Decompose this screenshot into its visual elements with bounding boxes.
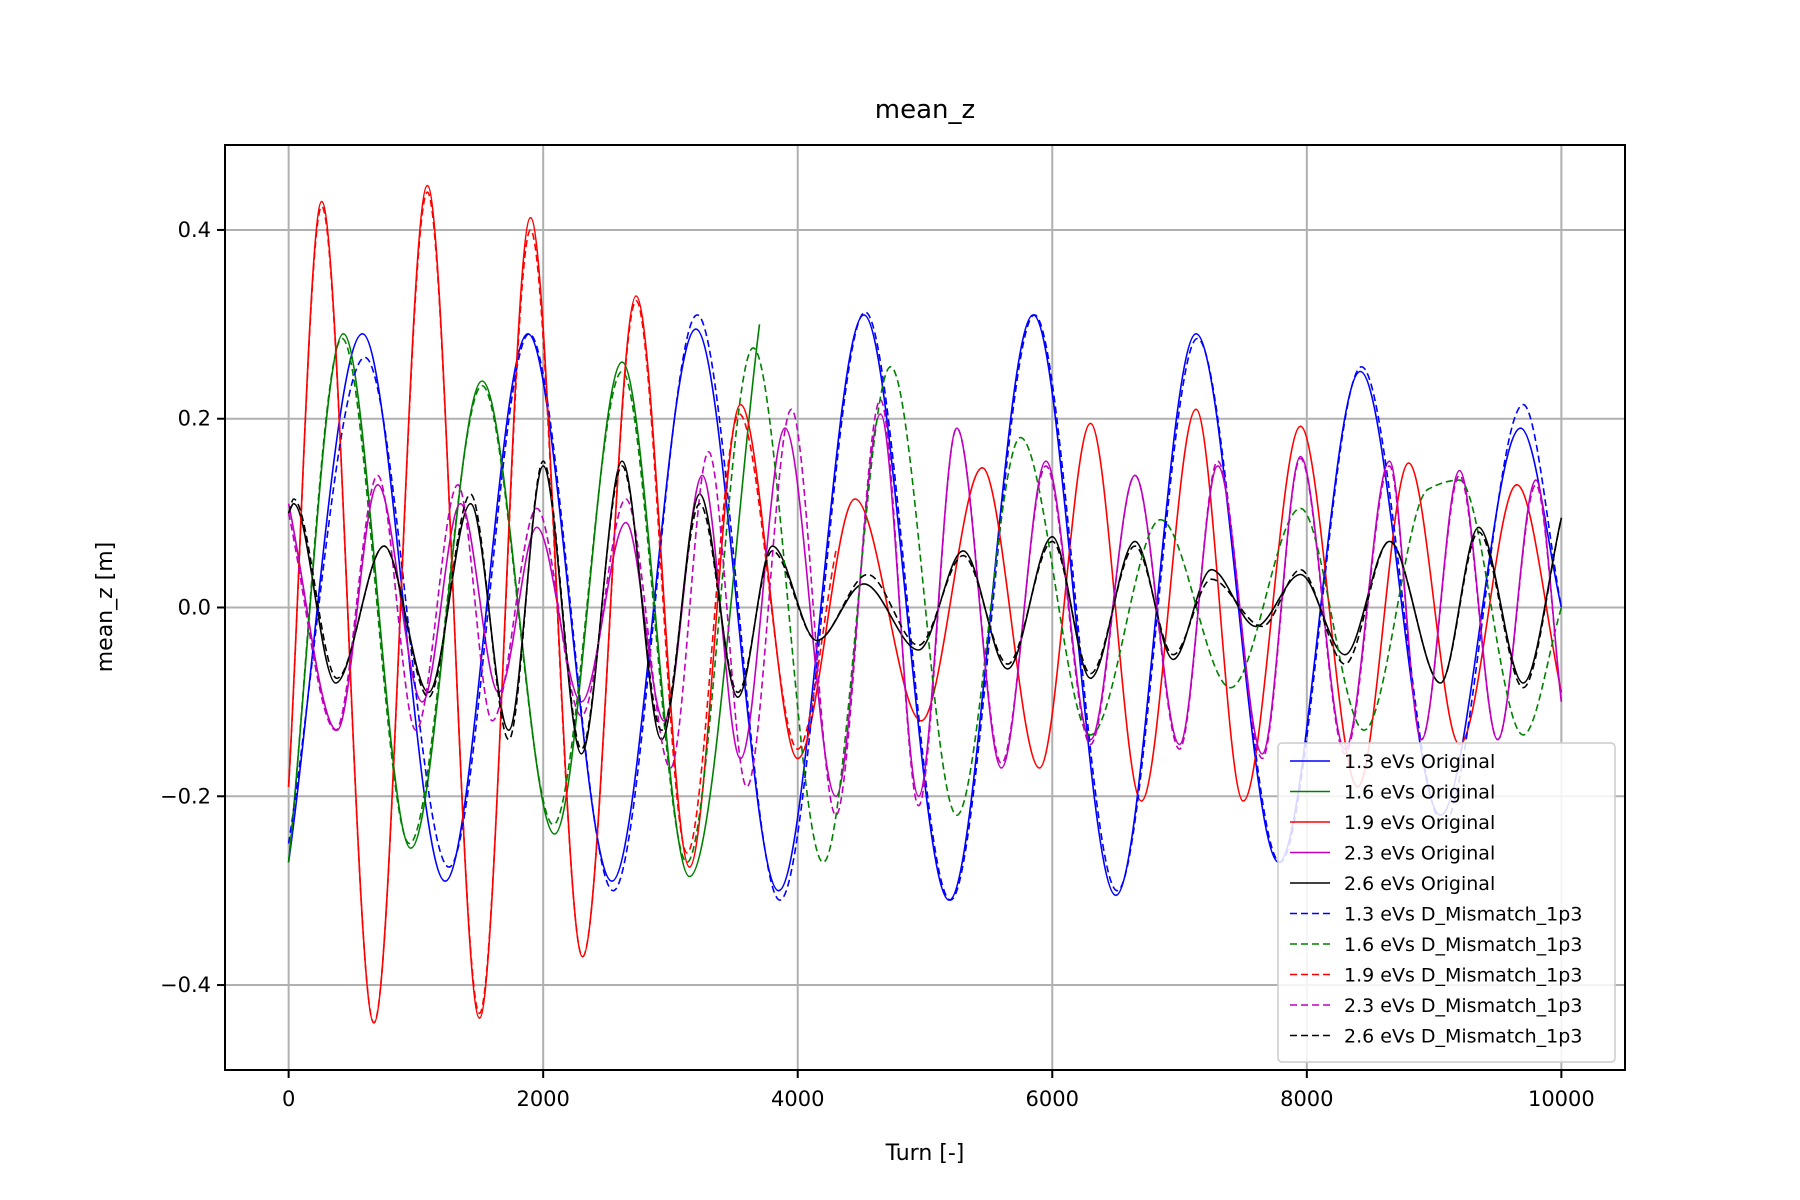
legend-label: 1.9 eVs D_Mismatch_1p3 bbox=[1344, 965, 1582, 987]
series-line-9 bbox=[287, 398, 1563, 817]
series-line-6 bbox=[287, 311, 1563, 901]
legend-label: 1.3 eVs D_Mismatch_1p3 bbox=[1344, 904, 1582, 926]
x-tick-label: 8000 bbox=[1280, 1087, 1333, 1111]
legend-label: 1.9 eVs Original bbox=[1344, 812, 1495, 834]
x-tick-label: 0 bbox=[282, 1087, 295, 1111]
y-tick-label: 0.0 bbox=[178, 596, 211, 620]
legend-label: 2.3 eVs D_Mismatch_1p3 bbox=[1344, 995, 1582, 1017]
x-axis-label: Turn [-] bbox=[885, 1141, 965, 1166]
series-line-10 bbox=[287, 460, 1563, 750]
tick-labels: 0 2000 4000 6000 8000 10000 −0.4 −0.2 0.0 0.2 0.4 bbox=[160, 218, 1595, 1111]
y-tick-label: −0.2 bbox=[160, 784, 211, 808]
y-tick-label: −0.4 bbox=[160, 973, 211, 997]
x-tick-label: 6000 bbox=[1026, 1087, 1079, 1111]
legend-label: 1.3 eVs Original bbox=[1344, 751, 1495, 773]
x-tick-label: 4000 bbox=[771, 1087, 824, 1111]
legend-label: 2.3 eVs Original bbox=[1344, 843, 1495, 865]
x-tick-label: 10000 bbox=[1528, 1087, 1595, 1111]
x-tick-label: 2000 bbox=[516, 1087, 569, 1111]
plot-series bbox=[287, 184, 1563, 1024]
legend-label: 1.6 eVs D_Mismatch_1p3 bbox=[1344, 934, 1582, 956]
chart-title: mean_z bbox=[875, 95, 975, 125]
y-axis-label: mean_z [m] bbox=[93, 542, 118, 673]
series-line-2 bbox=[287, 324, 761, 878]
legend-label: 2.6 eVs Original bbox=[1344, 873, 1495, 895]
y-tick-label: 0.4 bbox=[178, 218, 211, 242]
series-line-3 bbox=[287, 184, 1563, 1024]
y-tick-label: 0.2 bbox=[178, 407, 211, 431]
legend-label: 1.6 eVs Original bbox=[1344, 782, 1495, 804]
legend-box bbox=[1277, 742, 1616, 1063]
legend: 1.3 eVs Original 1.6 eVs Original 1.9 eVs … bbox=[1277, 742, 1616, 1063]
legend-label: 2.6 eVs D_Mismatch_1p3 bbox=[1344, 1026, 1582, 1048]
series-line-8 bbox=[287, 191, 837, 1024]
series-line-5 bbox=[287, 460, 1563, 755]
